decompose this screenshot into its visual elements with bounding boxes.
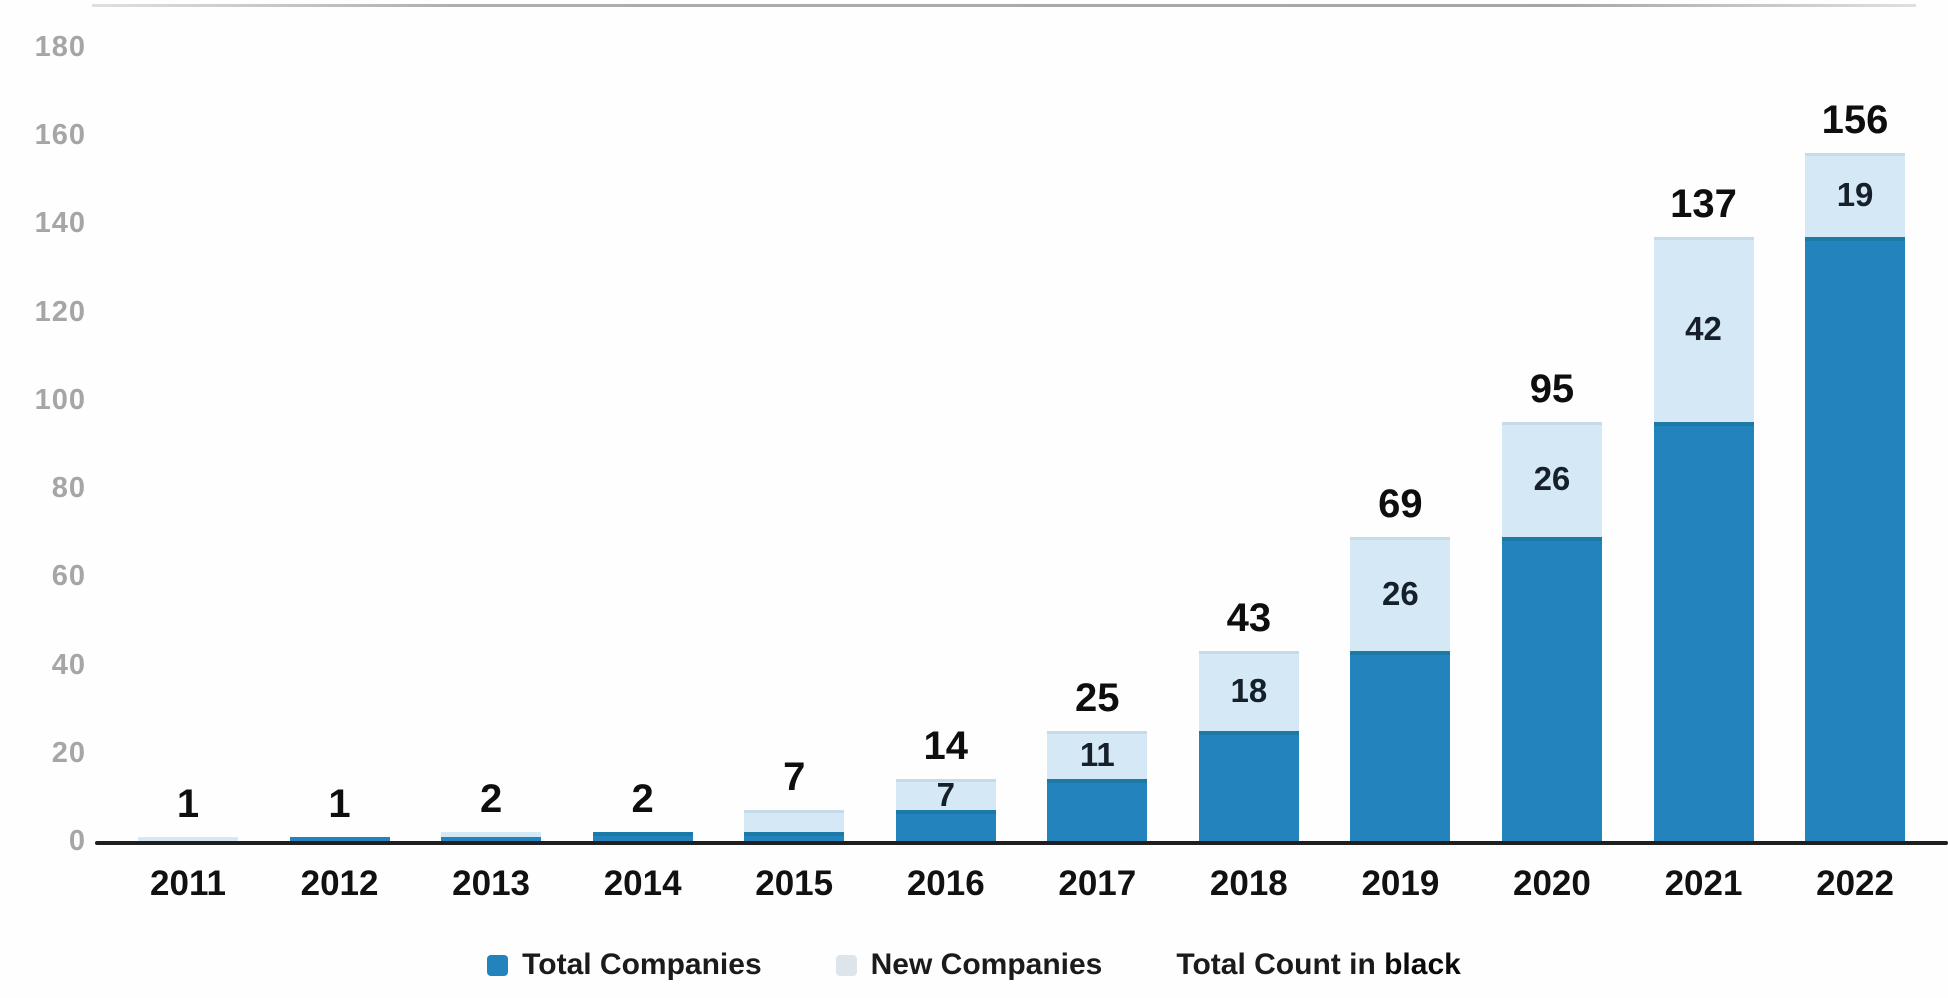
total-companies-segment	[1047, 779, 1148, 841]
bar-group-2011: 1 2011	[113, 0, 264, 998]
total-count-label: 1	[328, 781, 351, 826]
total-companies-segment	[1350, 651, 1451, 841]
legend-note-prefix: Total Count in	[1176, 948, 1385, 981]
new-count-label: 26	[1533, 460, 1571, 498]
new-companies-segment	[1047, 730, 1148, 780]
legend-item-note: Total Count in black	[1176, 948, 1460, 982]
new-count-label: 19	[1836, 175, 1874, 213]
new-count-label: 11	[1079, 735, 1115, 773]
y-axis-tick-label: 0	[68, 825, 86, 857]
total-companies-segment	[1805, 236, 1906, 841]
bar-group-2012: 1 2012	[264, 0, 415, 998]
x-axis-year-label: 2018	[1209, 864, 1288, 903]
total-companies-segment	[1653, 421, 1754, 841]
new-companies-segment	[1501, 421, 1602, 537]
new-count-label: 18	[1230, 672, 1268, 710]
new-companies-segment	[1350, 536, 1451, 652]
bar-group-2016: 7 14 2016	[870, 0, 1021, 998]
x-axis-year-label: 2022	[1816, 864, 1894, 903]
new-companies-segment	[1653, 236, 1754, 422]
bar-group-2022: 19 156 2022	[1780, 0, 1931, 998]
total-count-label: 137	[1670, 181, 1737, 226]
total-count-label: 25	[1075, 675, 1120, 720]
bar-group-2021: 42 137 2021	[1628, 0, 1779, 998]
total-count-label: 2	[631, 777, 654, 822]
chart-legend: Total Companies New Companies Total Coun…	[0, 942, 1948, 988]
total-companies-segment	[441, 836, 542, 841]
y-axis-tick-label: 180	[34, 31, 86, 63]
total-companies-segment	[895, 810, 996, 841]
bar-group-2018: 18 43 2018	[1173, 0, 1324, 998]
x-axis-year-label: 2013	[452, 864, 531, 903]
total-companies-segment	[289, 836, 390, 841]
total-count-label: 2	[479, 777, 503, 822]
y-axis-tick-label: 140	[34, 207, 86, 240]
x-axis-year-label: 2020	[1513, 864, 1591, 903]
total-companies-segment	[744, 832, 845, 841]
total-companies-segment	[1501, 536, 1602, 841]
total-count-label: 14	[923, 724, 969, 769]
legend-label-new-companies: New Companies	[870, 948, 1103, 981]
new-companies-segment	[138, 836, 238, 841]
x-axis-year-label: 2016	[906, 864, 985, 903]
x-axis-year-label: 2015	[755, 864, 834, 903]
total-count-label: 7	[783, 755, 806, 800]
bar-group-2017: 11 25 2017	[1022, 0, 1173, 998]
top-divider	[92, 4, 1916, 7]
y-axis-tick-label: 40	[51, 648, 86, 681]
total-count-label: 1	[176, 781, 200, 826]
y-axis-tick-label: 120	[34, 295, 86, 328]
new-companies-swatch-icon	[835, 954, 857, 976]
legend-label-total-companies: Total Companies	[522, 948, 762, 981]
legend-item-new-companies: New Companies	[835, 948, 1103, 982]
x-axis-year-label: 2021	[1664, 864, 1743, 903]
x-axis-line	[95, 841, 1948, 845]
new-count-label: 42	[1685, 310, 1722, 348]
legend-item-total-companies: Total Companies	[487, 948, 762, 982]
x-axis-year-label: 2014	[603, 864, 682, 903]
bar-group-2013: 2 2013	[416, 0, 567, 998]
total-companies-swatch-icon	[487, 954, 509, 976]
x-axis-year-label: 2011	[150, 864, 226, 903]
bar-group-2015: 7 2015	[719, 0, 870, 998]
total-companies-segment	[592, 832, 693, 841]
x-axis-year-label: 2012	[300, 864, 379, 903]
total-count-label: 95	[1529, 366, 1575, 411]
x-axis-year-label: 2017	[1058, 864, 1137, 903]
y-axis-tick-label: 80	[51, 472, 86, 505]
legend-note-bold: black	[1384, 948, 1461, 981]
y-axis-tick-label: 60	[51, 560, 86, 593]
total-count-label: 156	[1821, 97, 1889, 142]
total-companies-segment	[1198, 730, 1299, 841]
new-companies-segment	[895, 779, 996, 811]
x-axis-year-label: 2019	[1361, 864, 1440, 903]
total-count-label: 69	[1378, 481, 1423, 526]
new-companies-segment	[1805, 152, 1906, 237]
bar-group-2014: 2 2014	[567, 0, 718, 998]
new-count-label: 7	[936, 775, 955, 813]
bar-group-2019: 26 69 2019	[1325, 0, 1476, 998]
y-axis-tick-label: 160	[34, 119, 86, 152]
new-companies-segment	[441, 832, 542, 837]
new-count-label: 26	[1382, 574, 1419, 612]
bar-group-2020: 26 95 2020	[1476, 0, 1627, 998]
new-companies-segment	[744, 810, 845, 833]
total-count-label: 43	[1226, 596, 1272, 641]
legend-note-text: Total Count in black	[1176, 948, 1460, 982]
y-axis-tick-label: 20	[51, 736, 86, 769]
y-axis-tick-label: 100	[34, 383, 86, 416]
new-companies-segment	[1198, 651, 1299, 731]
